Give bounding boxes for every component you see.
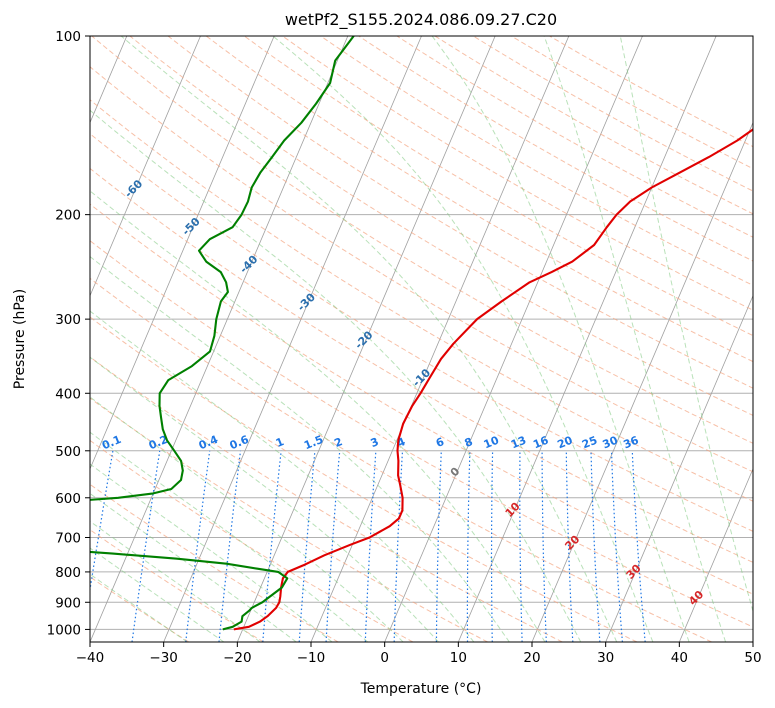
x-tick-label: 10 bbox=[450, 650, 467, 666]
isotherm-line bbox=[163, 36, 422, 642]
moist-adiabat-line bbox=[90, 255, 510, 642]
moist-adiabat-line bbox=[90, 547, 225, 642]
dry-adiabat-line bbox=[167, 36, 753, 389]
mixing-ratio-line bbox=[631, 450, 646, 642]
mixing-ratio-line bbox=[325, 450, 341, 642]
mixing-ratio-label: 2 bbox=[332, 435, 344, 450]
x-tick-label: 50 bbox=[744, 650, 761, 666]
isotherm-line bbox=[90, 36, 349, 642]
dry-adiabat-line bbox=[90, 356, 563, 642]
y-tick-label: 300 bbox=[55, 312, 81, 328]
dry-adiabat-line bbox=[90, 316, 638, 642]
y-tick-label: 100 bbox=[55, 29, 81, 45]
moist-adiabat-line bbox=[120, 36, 618, 642]
dry-adiabat-line bbox=[90, 439, 414, 642]
isotherm-line bbox=[457, 36, 717, 642]
dry-adiabat-line bbox=[90, 277, 712, 642]
moist-adiabat-line bbox=[90, 356, 439, 642]
dry-adiabat-line bbox=[90, 397, 488, 642]
x-tick-label: 40 bbox=[671, 650, 688, 666]
dry-adiabat-line bbox=[90, 66, 753, 473]
x-tick-label: 0 bbox=[380, 650, 389, 666]
y-tick-label: 600 bbox=[55, 491, 81, 507]
mixing-ratio-line bbox=[610, 450, 623, 642]
mixing-ratio-label: 10 bbox=[482, 434, 501, 452]
isotherm-line bbox=[90, 36, 201, 297]
moist-adiabat-line bbox=[90, 520, 261, 642]
moist-adiabat-line bbox=[90, 431, 369, 642]
mixing-ratio-label: 20 bbox=[555, 434, 574, 452]
mixing-ratio-line bbox=[218, 450, 242, 642]
mixing-ratio-line bbox=[262, 450, 282, 642]
plot-frame bbox=[89, 35, 754, 643]
x-tick-label: −10 bbox=[297, 650, 326, 666]
isotherm-line bbox=[531, 121, 753, 642]
mixing-ratio-label: 25 bbox=[580, 434, 599, 452]
dry-adiabats bbox=[90, 36, 753, 642]
moist-adiabat-line bbox=[90, 463, 333, 642]
mixing-ratio-label: 1 bbox=[274, 435, 286, 450]
isotherm-line bbox=[90, 36, 275, 470]
mixing-ratio-label: 3 bbox=[369, 435, 381, 450]
mixing-ratio-line bbox=[590, 450, 601, 642]
moist-adiabat-line bbox=[90, 109, 582, 642]
x-tick-label: 30 bbox=[597, 650, 614, 666]
y-tick-label: 400 bbox=[55, 386, 81, 402]
dry-adiabat-line bbox=[205, 36, 753, 363]
dry-adiabat-line bbox=[90, 203, 753, 595]
moist-adiabats bbox=[90, 36, 753, 642]
dry-adiabat-line bbox=[90, 133, 753, 532]
moist-adiabat-line bbox=[90, 310, 475, 642]
x-tick-label: −20 bbox=[223, 650, 252, 666]
mixing-ratio-label: 8 bbox=[463, 435, 475, 450]
mixing-ratio-label: 30 bbox=[601, 434, 620, 452]
isotherm-line bbox=[678, 467, 753, 642]
moist-adiabat-line bbox=[272, 36, 654, 642]
mixing-ratio-line bbox=[298, 450, 316, 642]
y-tick-label: 500 bbox=[55, 444, 81, 460]
profile-series bbox=[90, 36, 753, 631]
dry-adiabat-line bbox=[90, 240, 753, 628]
dewpoint-profile-line bbox=[90, 36, 355, 631]
moist-adiabat-line bbox=[90, 573, 188, 642]
dry-adiabat-line bbox=[282, 36, 753, 311]
x-tick-label: 20 bbox=[523, 650, 540, 666]
y-tick-label: 200 bbox=[55, 208, 81, 224]
mixing-ratio-label: 36 bbox=[621, 434, 640, 452]
temperature-profile-line bbox=[233, 128, 753, 631]
moist-adiabat-line bbox=[619, 36, 753, 613]
isotherm-line bbox=[236, 36, 496, 642]
y-axis: 100 200 300 400 500 600 700 800 900 1000 bbox=[47, 29, 90, 638]
x-tick-label: −40 bbox=[76, 650, 105, 666]
mixing-ratio-label: 16 bbox=[531, 434, 550, 452]
y-tick-label: 700 bbox=[55, 531, 81, 547]
y-tick-label: 1000 bbox=[47, 622, 81, 638]
y-tick-label: 900 bbox=[55, 595, 81, 611]
x-axis: −40 −30 −20 −10 0 10 20 30 40 50 bbox=[76, 642, 762, 666]
moist-adiabat-line bbox=[431, 36, 690, 642]
mixing-ratio-line bbox=[364, 450, 377, 642]
dry-adiabat-line bbox=[90, 529, 264, 642]
chart-title: wetPf2_S155.2024.086.09.27.C20 bbox=[285, 10, 557, 30]
x-tick-label: −30 bbox=[149, 650, 178, 666]
y-axis-label: Pressure (hPa) bbox=[12, 289, 28, 389]
x-axis-label: Temperature (°C) bbox=[360, 681, 482, 697]
mixing-ratio-label: 13 bbox=[509, 434, 528, 452]
plot-area: 0.10.20.40.611.52346810131620253036-100-… bbox=[90, 36, 753, 642]
isotherm-line bbox=[384, 36, 643, 642]
dry-adiabat-line bbox=[90, 99, 753, 502]
mixing-ratio-line bbox=[185, 450, 211, 642]
dry-adiabat-line bbox=[244, 36, 753, 337]
y-tick-label: 800 bbox=[55, 565, 81, 581]
mixing-ratio-lines bbox=[90, 450, 646, 642]
moist-adiabat-line bbox=[543, 36, 727, 642]
moist-adiabat-line bbox=[90, 190, 546, 642]
isotherm-line bbox=[605, 294, 753, 642]
